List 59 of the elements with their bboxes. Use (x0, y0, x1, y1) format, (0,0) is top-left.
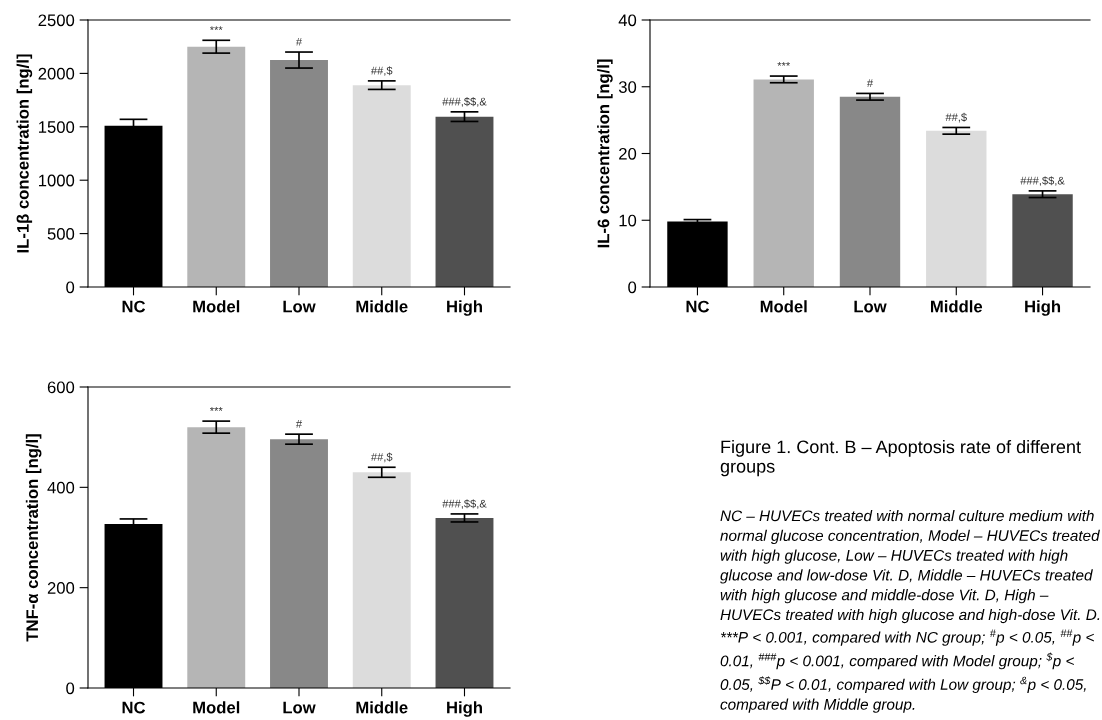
annotation: *** (209, 26, 223, 31)
annotation: ##,$ (370, 66, 393, 76)
y-tick-label: 40 (618, 14, 637, 27)
y-tick-label: 10 (619, 214, 637, 227)
bar (753, 79, 814, 287)
bar (270, 60, 328, 287)
bar (926, 130, 987, 287)
x-tick-label: Low (854, 300, 887, 313)
y-tick-label: 0 (66, 682, 75, 695)
bar (352, 472, 411, 688)
text: Figure 1. Cont. B – Apoptosis rate of different groups (720, 440, 1081, 477)
x-tick-label: Middle (931, 300, 983, 313)
annotation: ###,$$,& (1020, 176, 1065, 186)
y-tick-label: 600 (47, 381, 75, 394)
annotation: *** (209, 407, 223, 411)
bar (839, 96, 901, 287)
annotation: # (295, 420, 303, 428)
x-tick-label: High (447, 300, 482, 316)
annotation: ##,$ (370, 452, 393, 463)
annotation: *** (777, 61, 791, 66)
y-axis-title: TNF-α concentration [ng/l] (25, 434, 42, 642)
x-tick-label: NC (122, 701, 146, 714)
bar (435, 517, 494, 688)
bar (435, 116, 494, 287)
x-tick-label: Middle (356, 300, 408, 313)
y-tick-label: 1000 (39, 174, 75, 187)
y-tick-label: 20 (619, 147, 637, 160)
bar (187, 46, 246, 287)
x-tick-label: Model (193, 300, 240, 313)
annotation: ###,$$,& (442, 97, 487, 107)
x-tick-label: High (447, 701, 482, 717)
x-tick-label: Low (283, 701, 316, 714)
bar (270, 439, 328, 688)
bar (352, 85, 411, 287)
y-tick-label: 2000 (38, 67, 75, 80)
x-tick-label: Low (283, 300, 316, 313)
x-tick-label: Model (760, 300, 807, 313)
y-tick-label: 0 (628, 281, 637, 294)
annotation: ##,$ (945, 112, 967, 123)
y-tick-label: 30 (618, 81, 637, 93)
annotation: # (866, 79, 874, 87)
y-tick-label: 500 (47, 228, 75, 240)
bar (187, 427, 246, 688)
x-tick-label: Middle (356, 701, 408, 714)
x-tick-label: NC (686, 300, 710, 313)
annotation: # (295, 37, 303, 46)
y-tick-label: 1500 (39, 121, 75, 133)
y-tick-label: 200 (47, 582, 75, 594)
y-tick-label: 2500 (38, 14, 75, 27)
y-axis-title: IL-1β concentration [ng/l] (16, 54, 33, 253)
annotation: ###,$$,& (442, 499, 487, 509)
x-tick-label: High (1025, 300, 1061, 316)
x-tick-label: NC (122, 300, 146, 313)
y-tick-label: 0 (66, 281, 75, 294)
bar (1012, 194, 1073, 287)
x-tick-label: Model (193, 701, 240, 714)
y-tick-label: 400 (47, 481, 75, 494)
text: NC – HUVECs treated with normal culture medium with normal glucose concentration, Model – HUVECs treated with high glucose, Low – HUVECs treated with high glucose and low-dose Vit. D, Middle – HUVECs treated with high glucose and middle-dose Vit. D, High – HUVECs treated with high glucose and high-dose Vit. D. ***P < 0.001, compared with NC group; $^{#}$p < 0.05, $^{##}$p < 0.01, $^{###}$p < 0.001, compared with Model group; $^{$}$p < 0.05, $^{$$}$P < 0.01, compared with Low group; $^{&}$p < 0.05, compared with Middle group. (720, 510, 1100, 713)
y-axis-title: IL-6 concentration [ng/l] (597, 59, 613, 248)
